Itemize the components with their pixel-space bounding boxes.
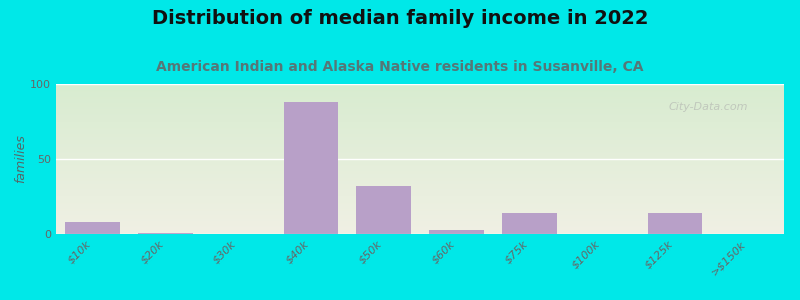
Bar xyxy=(647,213,702,234)
Bar xyxy=(429,230,484,234)
Bar xyxy=(502,213,557,234)
Text: Distribution of median family income in 2022: Distribution of median family income in … xyxy=(152,9,648,28)
Y-axis label: families: families xyxy=(14,135,27,183)
Text: City-Data.com: City-Data.com xyxy=(668,102,747,112)
Bar xyxy=(65,222,120,234)
Bar xyxy=(138,232,193,234)
Bar xyxy=(283,102,338,234)
Bar xyxy=(356,186,411,234)
Text: American Indian and Alaska Native residents in Susanville, CA: American Indian and Alaska Native reside… xyxy=(156,60,644,74)
